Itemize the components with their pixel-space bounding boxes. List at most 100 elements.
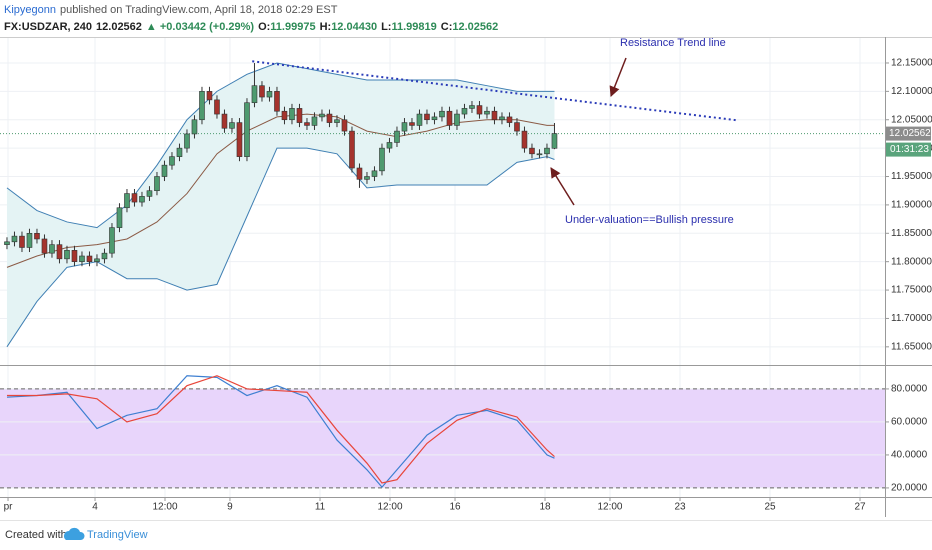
- candle-body: [379, 147, 385, 172]
- candle-body: [491, 110, 498, 121]
- candle-body: [469, 105, 475, 109]
- candle-body: [521, 130, 528, 149]
- candle-body: [341, 119, 348, 132]
- h-value: 12.04430: [331, 21, 377, 33]
- candle-body: [461, 108, 468, 115]
- candle-body: [371, 170, 378, 177]
- candle-body: [281, 110, 288, 121]
- chart-layer: pr 4 12:00 9 11 12:00 16 18 12:00 23 25 27 11.65000 1…: [0, 38, 932, 513]
- candle-body: [94, 258, 100, 262]
- x-tick-label: pr: [4, 502, 14, 513]
- footer-text: Created with: [5, 529, 67, 541]
- y-tick-label: 40.0000: [891, 450, 928, 461]
- trend-line: [252, 60, 738, 122]
- candle-body: [101, 252, 108, 260]
- header-line: Kipyegonn published on TradingView.com, A…: [4, 4, 338, 16]
- x-tick-label: 27: [854, 502, 866, 513]
- y-tick-label: 12.15000: [891, 58, 932, 69]
- candle-body: [416, 113, 423, 126]
- o-label: O:: [258, 21, 270, 33]
- candle-body: [296, 108, 303, 123]
- candle-body: [266, 91, 273, 98]
- candle-body: [19, 235, 25, 248]
- annotation-arrow: [609, 57, 627, 97]
- candle-body: [274, 91, 280, 112]
- last-price-label: 12.02562: [889, 128, 931, 139]
- candle-body: [514, 122, 520, 132]
- x-tick-label: 16: [449, 502, 461, 513]
- candle-body: [536, 153, 543, 156]
- y-tick-label: 11.70000: [891, 313, 932, 324]
- y-tick-label: 11.90000: [891, 200, 932, 211]
- candle-body: [176, 147, 183, 157]
- c-label: C:: [441, 21, 453, 33]
- y-tick-label: 60.0000: [891, 417, 928, 428]
- candle-body: [154, 176, 160, 192]
- x-tick-label: 9: [227, 502, 233, 513]
- candle-body: [34, 232, 40, 240]
- candle-body: [116, 207, 123, 228]
- band-lower: [6, 147, 555, 348]
- author[interactable]: Kipyegonn: [4, 4, 56, 16]
- candle-body: [386, 142, 393, 149]
- countdown: 01:31:23: [890, 144, 929, 155]
- candle-body: [146, 190, 153, 197]
- candle-body: [214, 99, 220, 115]
- y-tick-label: 80.0000: [891, 384, 928, 395]
- y-tick-label: 12.10000: [891, 86, 932, 97]
- candle-body: [326, 113, 333, 123]
- x-tick-label: 25: [764, 502, 776, 513]
- candle-body: [161, 164, 168, 177]
- candle-body: [131, 193, 138, 203]
- x-tick-label: 18: [539, 502, 551, 513]
- candle-body: [259, 85, 265, 98]
- x-tick-label: 23: [674, 502, 686, 513]
- y-tick-label: 20.0000: [891, 483, 928, 494]
- candle-body: [409, 122, 415, 126]
- y-tick-label: 11.75000: [891, 285, 932, 296]
- candle-body: [71, 250, 78, 262]
- candle-body: [311, 116, 318, 126]
- candle-body: [124, 193, 130, 209]
- brand[interactable]: TradingView: [87, 529, 148, 541]
- candle-body: [206, 91, 213, 101]
- y-tick-label: 11.65000: [891, 341, 932, 352]
- candle-body: [439, 110, 445, 118]
- candle-body: [424, 113, 430, 121]
- candle-body: [431, 116, 438, 121]
- candle-body: [289, 108, 295, 121]
- candle-body: [86, 255, 93, 262]
- l-label: L:: [381, 21, 391, 33]
- annotation-arrow: [550, 167, 575, 206]
- brand-logo[interactable]: [64, 527, 85, 540]
- price: 12.02562: [96, 21, 142, 33]
- candle-body: [191, 119, 198, 135]
- candle-body: [476, 105, 483, 115]
- level-band: [0, 388, 885, 488]
- candle-body: [4, 241, 10, 245]
- o-value: 11.99975: [270, 21, 315, 33]
- candle-body: [56, 244, 63, 260]
- candle-body: [394, 130, 400, 143]
- x-tick-label: 12:00: [152, 502, 177, 513]
- y-tick-label: 11.80000: [891, 256, 932, 267]
- candle-body: [334, 119, 340, 123]
- candle-body: [499, 116, 505, 121]
- candle-body: [184, 133, 190, 149]
- candle-body: [109, 227, 115, 254]
- candle-body: [41, 238, 48, 254]
- oscillator-line: [6, 375, 555, 484]
- h-label: H:: [320, 21, 332, 33]
- last-price-tag: [886, 126, 931, 141]
- change: ▲ +0.03442 (+0.29%): [146, 21, 254, 33]
- y-tick-label: 11.85000: [891, 228, 932, 239]
- candle-body: [64, 250, 70, 260]
- candle-body: [319, 113, 325, 118]
- candle-body: [454, 113, 460, 126]
- y-tick-label: 11.95000: [891, 171, 932, 182]
- x-tick-label: 4: [92, 502, 98, 513]
- x-tick-label: 12:00: [597, 502, 622, 513]
- candle-body: [356, 167, 363, 180]
- l-value: 11.99819: [391, 21, 436, 33]
